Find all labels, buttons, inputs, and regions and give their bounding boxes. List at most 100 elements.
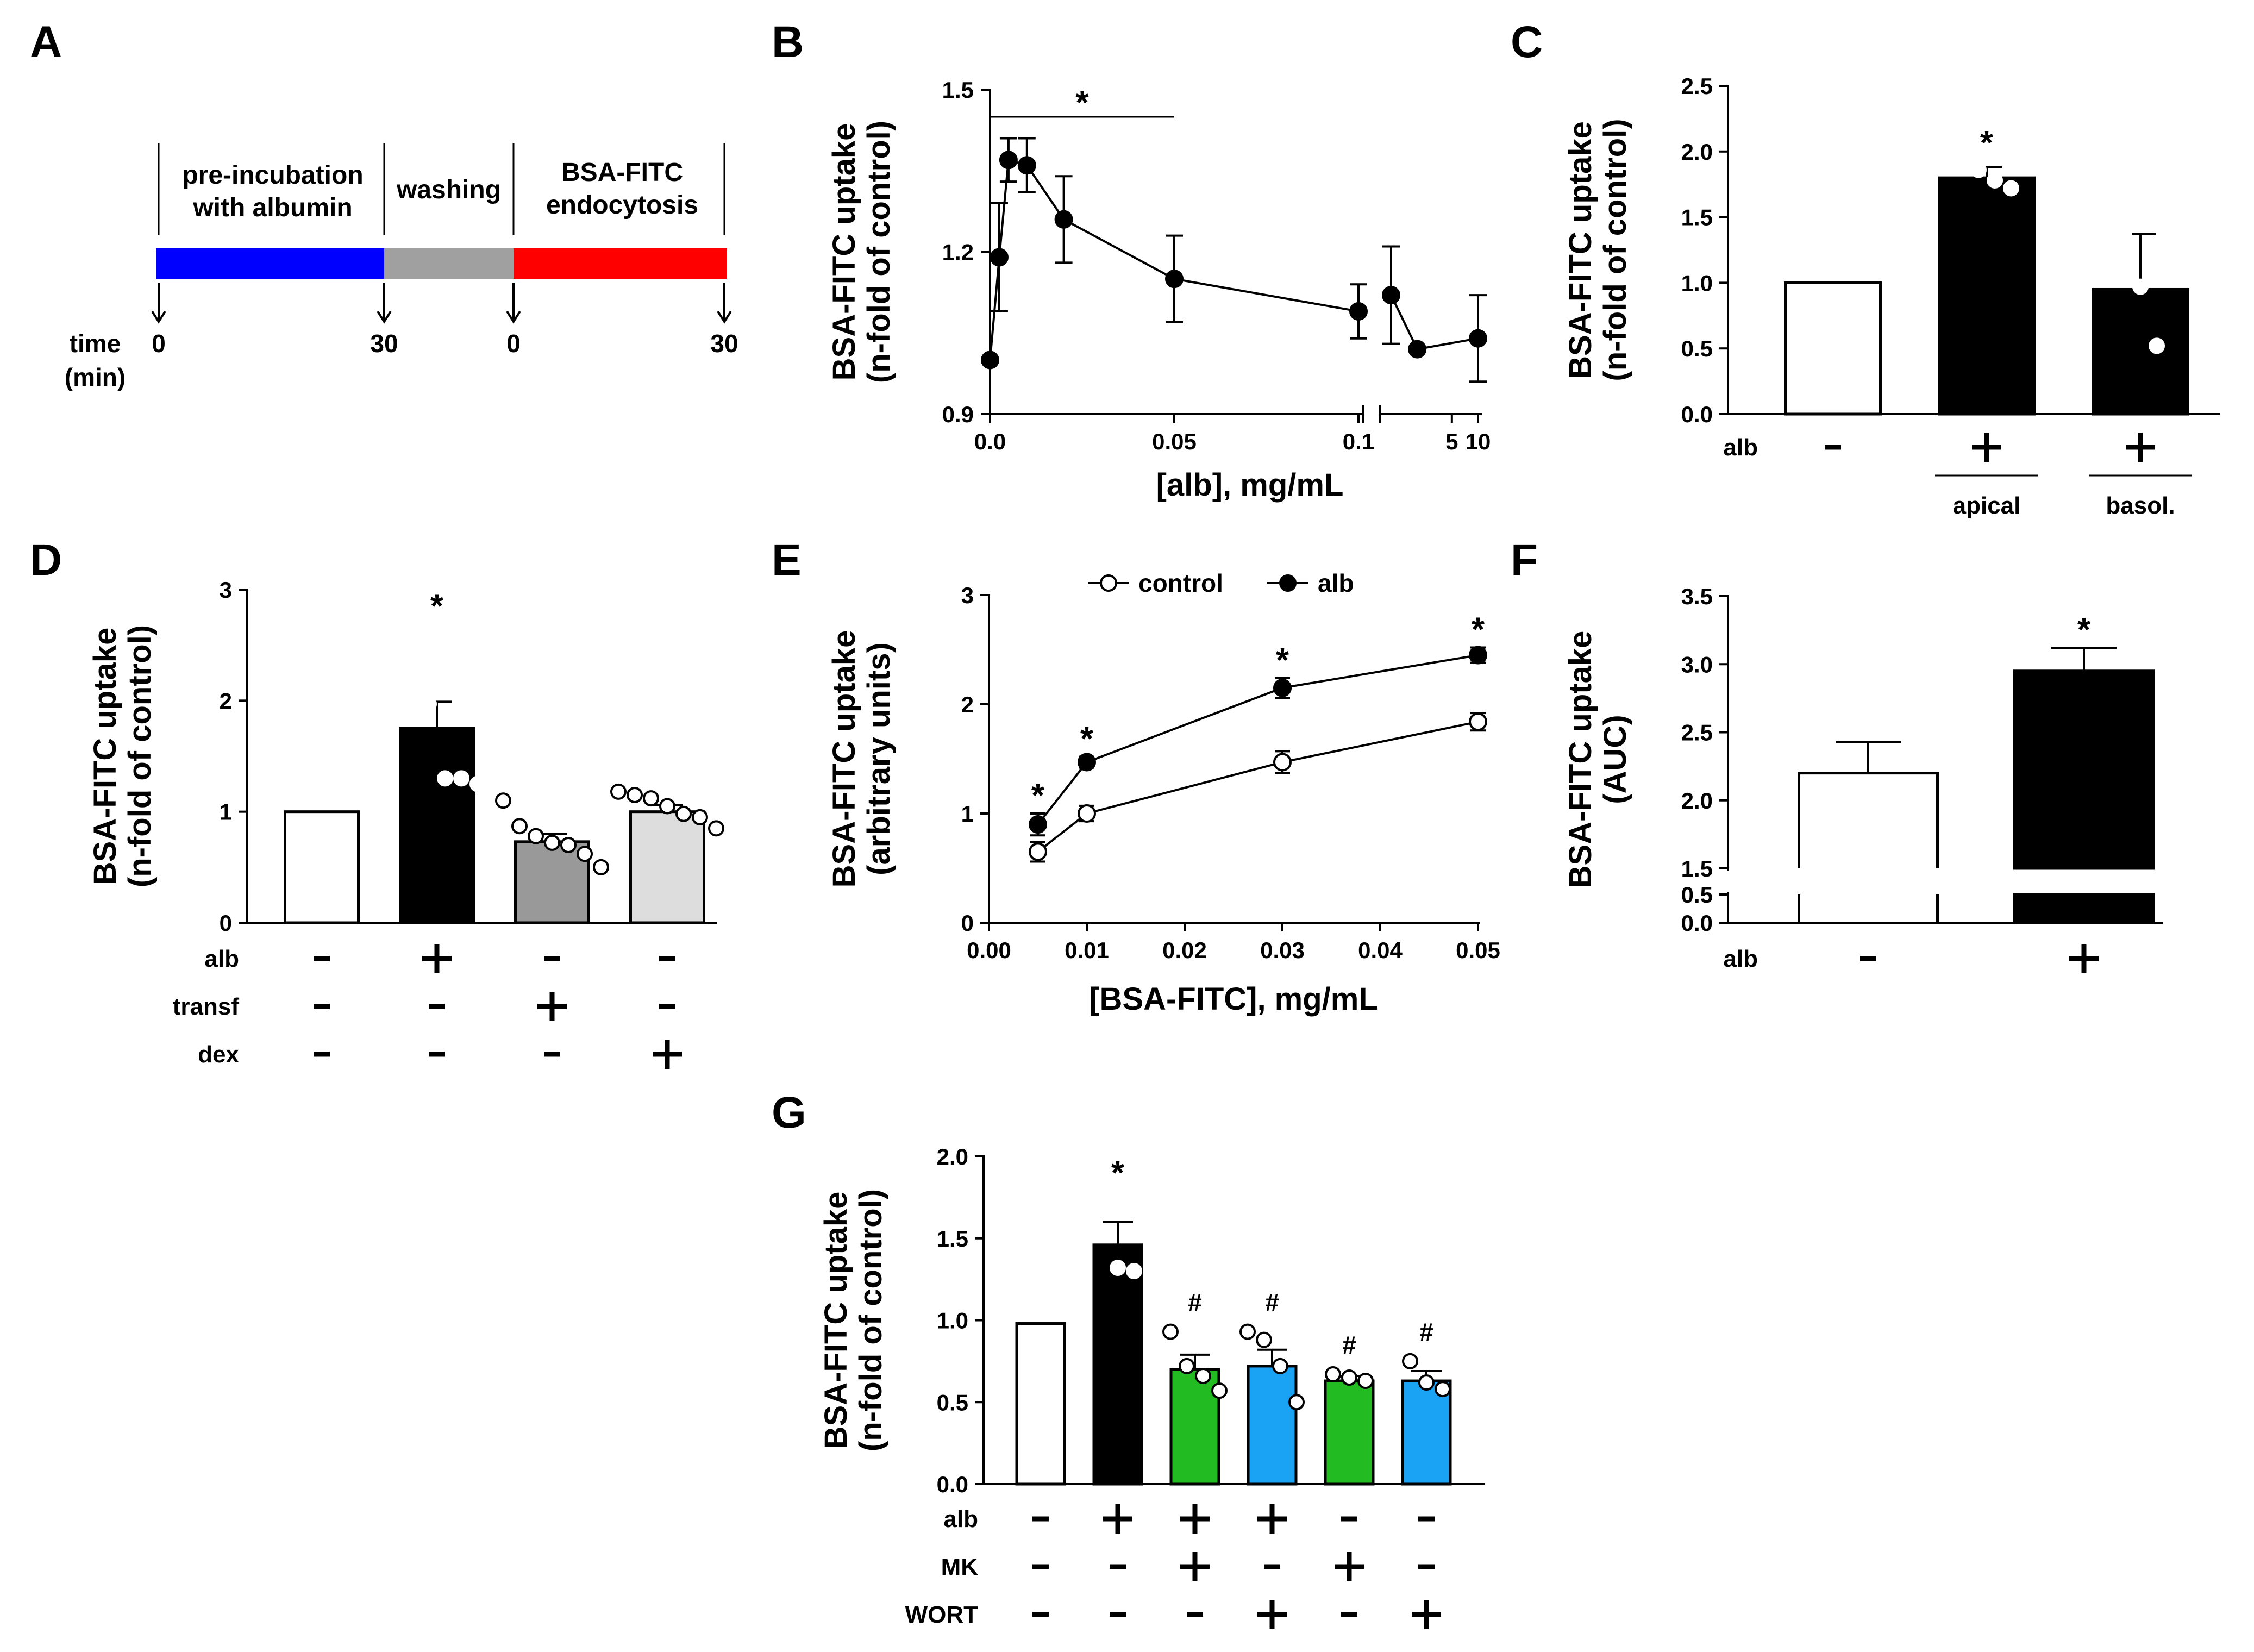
- y-tick-label: 3: [961, 583, 974, 608]
- bar: [2092, 287, 2189, 416]
- data-point: [1029, 842, 1047, 861]
- bar: [1169, 1368, 1220, 1486]
- time-axis-label: time: [70, 329, 121, 358]
- data-point: [544, 834, 560, 851]
- data-point: [692, 809, 708, 825]
- data-point: [528, 828, 544, 844]
- y-tick-label: 0.0: [937, 1472, 968, 1497]
- y-tick-label: 0.5: [1681, 882, 1713, 908]
- series-line: [1037, 654, 1479, 825]
- data-point: [1408, 340, 1427, 359]
- y-axis-label: BSA-FITC uptake: [1563, 631, 1598, 888]
- y-tick-label: 2.5: [1681, 73, 1713, 99]
- hash-marker: #: [1265, 1288, 1279, 1317]
- data-point: [990, 248, 1009, 267]
- panel-label-g: G: [772, 1088, 806, 1137]
- y-tick-label: 0: [961, 910, 974, 936]
- time-tick-label: 30: [370, 329, 398, 358]
- x-tick-label: 0.04: [1358, 937, 1403, 963]
- time-tick-label: 0: [506, 329, 521, 358]
- data-point: [1469, 646, 1487, 665]
- panel-d-protein-specificity-chart: 0 1 2 3 BSA-FITC uptake (n-fold of control) * a…: [87, 577, 724, 1069]
- panel-label-e: E: [772, 535, 802, 585]
- phase-bar-washing: [384, 248, 514, 279]
- data-point: [1382, 286, 1400, 305]
- x-tick-label: 0.05: [1456, 937, 1500, 963]
- hash-marker: #: [1419, 1318, 1433, 1346]
- data-point: [643, 790, 659, 807]
- data-point: [1078, 804, 1096, 823]
- data-point: [627, 787, 643, 804]
- x-tick-label: 0.1: [1343, 429, 1374, 454]
- y-tick-label: 0.0: [1681, 402, 1713, 427]
- y-axis-label: BSA-FITC uptake: [87, 628, 123, 885]
- data-point: [1954, 159, 1970, 176]
- data-point: [2116, 224, 2132, 241]
- data-point: [610, 783, 627, 800]
- legend-label: control: [1138, 569, 1223, 597]
- y-tick-label: 2.0: [937, 1144, 968, 1169]
- y-axis-label: (n-fold of control): [861, 121, 897, 383]
- data-point: [437, 770, 453, 787]
- condition-label: MK: [941, 1554, 979, 1580]
- data-point: [999, 151, 1018, 170]
- series-line: [1037, 721, 1479, 853]
- condition-label: dex: [198, 1041, 239, 1068]
- bar-upper: [1798, 772, 1939, 868]
- series-line: [1390, 295, 1479, 351]
- significance-star: *: [1075, 84, 1089, 122]
- condition-label: alb: [943, 1506, 978, 1532]
- data-point: [1162, 1323, 1179, 1340]
- legend-marker: [1100, 574, 1117, 592]
- data-point: [1435, 1381, 1451, 1398]
- x-axis-label: [alb], mg/mL: [1156, 467, 1344, 503]
- data-point: [1357, 1373, 1374, 1390]
- data-point: [1273, 753, 1292, 772]
- timeline-arrows: [151, 283, 732, 324]
- x-tick-label: 10: [1466, 429, 1491, 454]
- group-label: basol.: [2106, 492, 2175, 519]
- y-tick-label: 1.0: [937, 1308, 968, 1334]
- panel-e-concentration-chart: 0 1 2 3 0.00 0.01 0.02 0.03 0.04 0.05 BSA-FITC upt…: [827, 569, 1500, 1017]
- condition-label: alb: [1723, 434, 1758, 461]
- data-point: [1272, 1357, 1288, 1374]
- significance-star: *: [1980, 124, 1994, 162]
- y-axis-label: (n-fold of control): [122, 625, 158, 887]
- y-tick-label: 0.5: [937, 1390, 968, 1415]
- x-tick-label: 5: [1445, 429, 1458, 454]
- data-point: [659, 798, 675, 815]
- data-point: [1179, 1357, 1195, 1374]
- data-point: [1418, 1374, 1435, 1391]
- panel-label-b: B: [772, 17, 804, 67]
- significance-star: *: [1111, 1154, 1125, 1192]
- x-tick-label: 0.05: [1152, 429, 1197, 454]
- data-point: [1239, 1323, 1256, 1340]
- condition-label: transf: [173, 993, 240, 1020]
- data-point: [560, 836, 577, 853]
- y-axis-label: (n-fold of control): [1598, 118, 1633, 381]
- y-tick-label: 2.5: [1681, 720, 1713, 746]
- bar: [284, 810, 360, 924]
- y-tick-label: 0.5: [1681, 336, 1713, 361]
- phase-label-washing: washing: [396, 176, 501, 204]
- data-point: [1078, 753, 1096, 772]
- y-axis-label: (n-fold of control): [853, 1189, 888, 1451]
- hash-marker: #: [1188, 1288, 1202, 1317]
- y-axis-label: BSA-FITC uptake: [818, 1192, 854, 1449]
- y-tick-label: 1.5: [942, 77, 974, 103]
- x-tick-label: 0.03: [1260, 937, 1305, 963]
- x-axis-label: [BSA-FITC], mg/mL: [1089, 981, 1378, 1017]
- legend-label: alb: [1318, 569, 1354, 597]
- data-point: [1195, 1368, 1211, 1385]
- x-tick-label: 0.01: [1065, 937, 1109, 963]
- x-tick-label: 0.0: [974, 429, 1006, 454]
- data-point: [1970, 161, 1987, 178]
- time-tick-label: 0: [152, 329, 166, 358]
- y-tick-label: 1.5: [1681, 856, 1713, 881]
- condition-label: alb: [1723, 946, 1758, 972]
- panel-label-a: A: [30, 17, 62, 67]
- significance-star: *: [1276, 642, 1289, 679]
- data-point: [388, 622, 404, 639]
- phase-label-preincubation: pre-incubation: [182, 161, 363, 190]
